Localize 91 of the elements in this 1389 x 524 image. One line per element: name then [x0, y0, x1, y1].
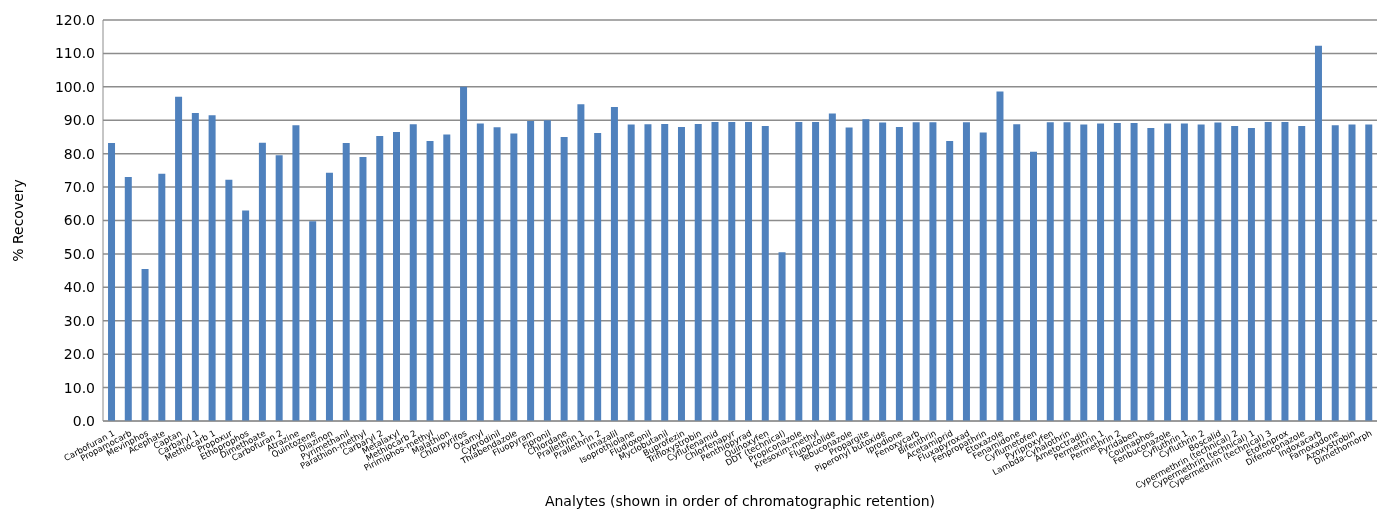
bar — [225, 179, 233, 421]
bar — [1080, 124, 1088, 421]
y-tick-label: 50.0 — [63, 245, 95, 262]
y-tick-label: 60.0 — [63, 212, 95, 229]
bar — [912, 122, 920, 421]
bar — [1331, 125, 1339, 421]
bar — [677, 126, 685, 421]
y-tick-label: 30.0 — [63, 312, 95, 329]
y-tick-label: 70.0 — [63, 179, 95, 196]
bar — [1214, 122, 1222, 421]
bar — [929, 122, 937, 421]
bar — [560, 136, 568, 421]
bar — [1281, 121, 1289, 421]
bar — [728, 121, 736, 421]
y-tick-label: 10.0 — [63, 379, 95, 396]
y-tick-label: 80.0 — [63, 145, 95, 162]
bar — [1130, 122, 1138, 421]
bar — [644, 124, 652, 421]
bar — [828, 113, 836, 421]
bar — [1180, 123, 1188, 421]
y-tick-label: 100.0 — [54, 78, 95, 95]
bar — [1197, 124, 1205, 421]
bar — [761, 125, 769, 421]
bar — [879, 122, 887, 421]
y-tick-label: 120.0 — [54, 11, 95, 28]
bar — [1231, 125, 1239, 421]
bar — [1314, 45, 1322, 421]
bar — [694, 123, 702, 421]
bar — [393, 131, 400, 421]
x-axis-title: Analytes (shown in order of chromatographic retention) — [544, 493, 936, 509]
bar — [1264, 121, 1272, 421]
bar — [476, 123, 484, 421]
bar — [1147, 127, 1155, 421]
bar — [812, 121, 820, 421]
bar — [1164, 123, 1172, 421]
bar — [493, 127, 501, 421]
bar — [376, 135, 384, 421]
bar — [1365, 124, 1373, 421]
bar — [996, 91, 1004, 421]
bar — [1030, 151, 1037, 421]
bar — [745, 121, 753, 421]
bar — [946, 140, 954, 421]
bar — [711, 121, 719, 421]
bar — [1013, 124, 1021, 421]
bar — [962, 122, 970, 421]
bar — [543, 120, 551, 421]
bar — [141, 268, 149, 421]
y-tick-label: 90.0 — [63, 112, 95, 129]
bar — [862, 119, 870, 421]
bar — [309, 221, 317, 421]
bar — [409, 124, 417, 421]
bar — [795, 121, 803, 421]
bar — [1063, 122, 1071, 421]
bar — [426, 140, 434, 421]
bar — [1348, 124, 1356, 421]
bar — [158, 173, 166, 421]
bar — [1247, 127, 1255, 421]
bar — [510, 133, 518, 421]
bar — [1097, 123, 1105, 421]
y-axis-title: % Recovery — [9, 179, 26, 262]
bar — [895, 126, 903, 421]
y-tick-label: 0.0 — [72, 412, 95, 429]
bar — [610, 106, 618, 421]
bar — [359, 157, 367, 421]
bar — [594, 132, 602, 421]
bar — [325, 172, 333, 421]
y-tick-label: 110.0 — [54, 45, 95, 62]
bar — [527, 120, 535, 421]
bar — [443, 134, 451, 421]
bar — [342, 142, 350, 421]
bar — [242, 210, 250, 421]
bar — [124, 177, 132, 421]
bar — [778, 252, 786, 421]
bar — [845, 127, 853, 421]
y-tick-label: 20.0 — [63, 346, 95, 363]
bar — [627, 124, 635, 421]
bar — [208, 115, 216, 421]
bar — [275, 155, 283, 421]
bar — [460, 86, 468, 421]
bar — [1298, 125, 1306, 421]
bar — [1113, 122, 1121, 421]
bar — [292, 125, 300, 421]
bar — [258, 142, 266, 421]
bar — [661, 123, 669, 421]
bar — [108, 142, 116, 421]
bar — [979, 132, 987, 421]
bar — [175, 96, 183, 421]
bar — [191, 112, 199, 421]
bar — [577, 104, 585, 421]
y-tick-label: 40.0 — [63, 279, 95, 296]
bar — [1046, 122, 1054, 421]
